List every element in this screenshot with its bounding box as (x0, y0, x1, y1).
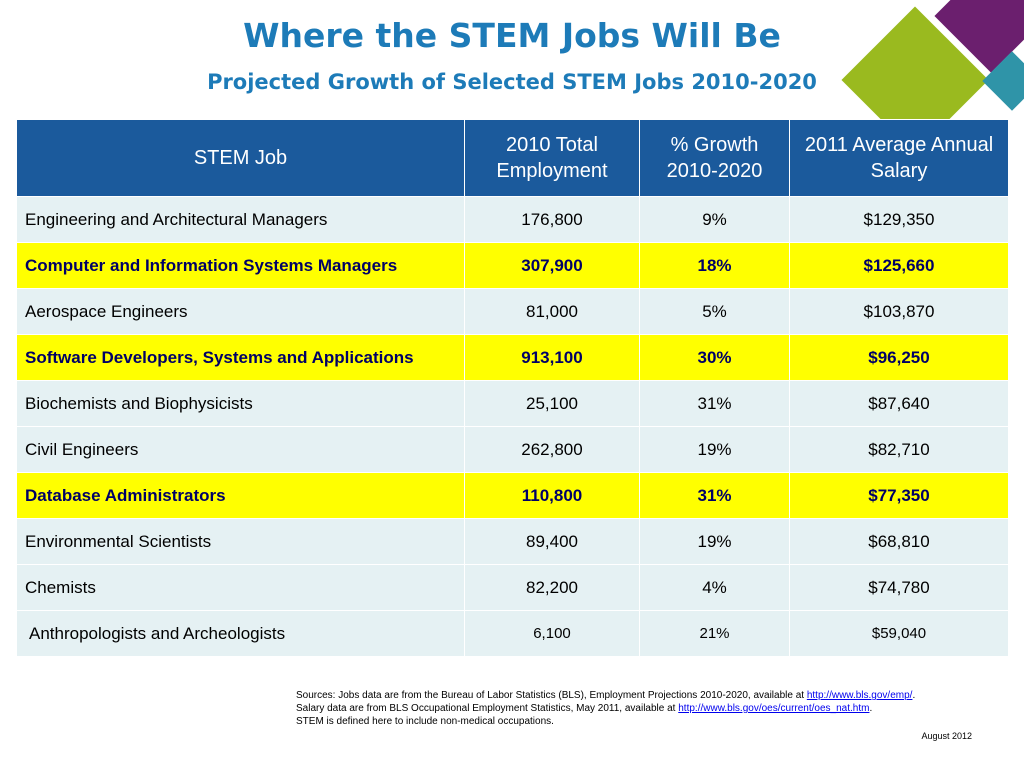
cell-salary: $74,780 (789, 564, 1009, 611)
cell-employment: 176,800 (464, 196, 640, 243)
cell-job: Environmental Scientists (16, 518, 465, 565)
sources-jobs-suffix: . (912, 690, 916, 701)
cell-job: Aerospace Engineers (16, 288, 465, 335)
cell-employment: 913,100 (464, 334, 640, 381)
bls-oes-link[interactable]: http://www.bls.gov/oes/current/oes_nat.h… (678, 703, 870, 714)
cell-salary: $129,350 (789, 196, 1009, 243)
cell-growth: 30% (639, 334, 790, 381)
cell-salary: $96,250 (789, 334, 1009, 381)
table-row: Civil Engineers 262,800 19% $82,710 (16, 426, 1009, 473)
cell-growth: 19% (639, 426, 790, 473)
cell-salary: $125,660 (789, 242, 1009, 289)
cell-growth: 18% (639, 242, 790, 289)
cell-employment: 89,400 (464, 518, 640, 565)
cell-employment: 82,200 (464, 564, 640, 611)
date-label: August 2012 (921, 731, 972, 741)
sources-jobs-text: Sources: Jobs data are from the Bureau o… (296, 690, 807, 701)
table-row: Anthropologists and Archeologists 6,100 … (16, 610, 1009, 657)
table-row: Computer and Information Systems Manager… (16, 242, 1009, 289)
cell-job: Civil Engineers (16, 426, 465, 473)
cell-growth: 31% (639, 472, 790, 519)
bls-emp-link[interactable]: http://www.bls.gov/emp/ (806, 690, 913, 701)
sources-line-salary: Salary data are from BLS Occupational Em… (296, 702, 996, 715)
page-subtitle: Projected Growth of Selected STEM Jobs 2… (207, 70, 817, 94)
table-row: Software Developers, Systems and Applica… (16, 334, 1009, 381)
stem-jobs-table: STEM Job 2010 Total Employment % Growth … (16, 119, 1009, 657)
cell-job: Chemists (16, 564, 465, 611)
cell-employment: 307,900 (464, 242, 640, 289)
header-stem-job: STEM Job (16, 119, 465, 197)
cell-job: Anthropologists and Archeologists (16, 610, 465, 657)
cell-employment: 81,000 (464, 288, 640, 335)
sources-salary-suffix: . (869, 703, 873, 714)
table-row: Database Administrators 110,800 31% $77,… (16, 472, 1009, 519)
cell-job: Engineering and Architectural Managers (16, 196, 465, 243)
cell-job: Biochemists and Biophysicists (16, 380, 465, 427)
cell-salary: $59,040 (789, 610, 1009, 657)
table-header-row: STEM Job 2010 Total Employment % Growth … (16, 119, 1009, 197)
table-row: Engineering and Architectural Managers 1… (16, 196, 1009, 243)
cell-employment: 262,800 (464, 426, 640, 473)
cell-salary: $68,810 (789, 518, 1009, 565)
header-employment: 2010 Total Employment (464, 119, 640, 197)
table-row: Chemists 82,200 4% $74,780 (16, 564, 1009, 611)
table-row: Biochemists and Biophysicists 25,100 31%… (16, 380, 1009, 427)
sources-note: Sources: Jobs data are from the Bureau o… (296, 689, 996, 728)
table-row: Environmental Scientists 89,400 19% $68,… (16, 518, 1009, 565)
header-salary: 2011 Average Annual Salary (789, 119, 1009, 197)
cell-salary: $82,710 (789, 426, 1009, 473)
sources-line-jobs: Sources: Jobs data are from the Bureau o… (296, 689, 996, 702)
sources-salary-text: Salary data are from BLS Occupational Em… (296, 703, 679, 714)
cell-growth: 9% (639, 196, 790, 243)
cell-job: Computer and Information Systems Manager… (16, 242, 465, 289)
table-row: Aerospace Engineers 81,000 5% $103,870 (16, 288, 1009, 335)
cell-growth: 31% (639, 380, 790, 427)
cell-job: Database Administrators (16, 472, 465, 519)
cell-growth: 5% (639, 288, 790, 335)
cell-salary: $103,870 (789, 288, 1009, 335)
cell-growth: 19% (639, 518, 790, 565)
cell-employment: 110,800 (464, 472, 640, 519)
cell-salary: $77,350 (789, 472, 1009, 519)
page-title: Where the STEM Jobs Will Be (243, 16, 781, 55)
cell-job: Software Developers, Systems and Applica… (16, 334, 465, 381)
cell-employment: 6,100 (464, 610, 640, 657)
sources-line-definition: STEM is defined here to include non-medi… (296, 716, 554, 727)
cell-growth: 21% (639, 610, 790, 657)
cell-employment: 25,100 (464, 380, 640, 427)
header-growth: % Growth 2010-2020 (639, 119, 790, 197)
cell-growth: 4% (639, 564, 790, 611)
cell-salary: $87,640 (789, 380, 1009, 427)
